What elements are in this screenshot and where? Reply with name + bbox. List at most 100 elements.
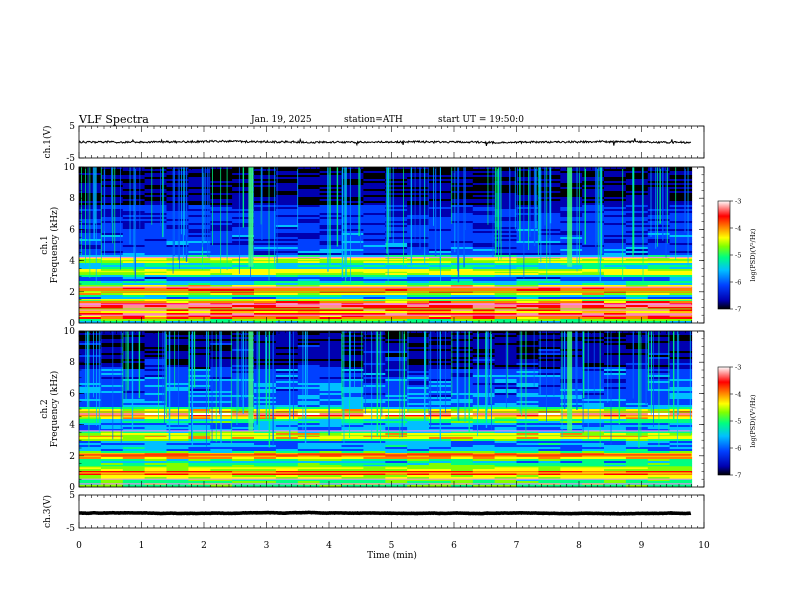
- spectrogram-cell: [450, 407, 474, 410]
- spectrogram-cell: [319, 451, 343, 454]
- spectrogram-cell: [625, 243, 649, 246]
- spectrogram-cell: [472, 357, 496, 360]
- spectrogram-cell: [363, 403, 386, 406]
- spectrogram-cell: [582, 251, 605, 254]
- spectrogram-cell: [494, 365, 518, 368]
- spectrogram-cell: [275, 309, 299, 312]
- spectrogram-cell: [144, 433, 168, 436]
- spectrogram-cell: [647, 293, 671, 296]
- spectrogram-cell: [647, 219, 671, 222]
- spectrogram-cell: [254, 207, 277, 210]
- spectrogram-cell: [560, 307, 583, 310]
- spectrogram-cell: [254, 479, 277, 482]
- spectrogram-cell: [319, 481, 343, 484]
- spectrogram-cell: [254, 389, 277, 392]
- spectrogram-cell: [363, 391, 386, 394]
- spectrogram-cell: [669, 225, 693, 228]
- spectrogram-cell: [538, 267, 561, 270]
- spectrogram-cell: [100, 231, 124, 234]
- spectrogram-cell: [275, 207, 299, 210]
- spectrogram-cell: [232, 231, 255, 234]
- spectrogram-cell: [363, 189, 386, 192]
- spectrogram-cell: [604, 297, 627, 300]
- spectrogram-cell: [122, 381, 146, 384]
- spectrogram-cell: [100, 409, 124, 412]
- spectrogram-cell: [472, 269, 496, 272]
- spectrogram-cell: [232, 271, 255, 274]
- spectrogram-cell: [79, 257, 102, 260]
- spectrogram-cell: [144, 263, 168, 266]
- spectrogram-cell: [516, 399, 539, 402]
- spectrogram-cell: [79, 341, 102, 344]
- spectrogram-cell: [254, 437, 277, 440]
- spectrogram-cell: [188, 237, 211, 240]
- spectrogram-cell: [669, 301, 693, 304]
- spectrogram-cell: [407, 207, 430, 210]
- spectrogram-cell: [472, 427, 496, 430]
- spectrogram-cell: [669, 237, 693, 240]
- spectrogram-cell: [341, 287, 364, 290]
- spectrogram-cell: [582, 189, 605, 192]
- spectrogram-cell: [407, 205, 430, 208]
- spectrogram-cell: [319, 255, 343, 258]
- spectrogram-cell: [472, 313, 496, 316]
- spectrogram-cell: [275, 211, 299, 214]
- spectrogram-cell: [625, 471, 649, 474]
- spectrogram-cell: [647, 469, 671, 472]
- spectrogram-cell: [188, 447, 211, 450]
- spectrogram-cell: [341, 205, 364, 208]
- spectrogram-cell: [669, 277, 693, 280]
- spectrogram-cell: [232, 233, 255, 236]
- spectrogram-cell: [450, 177, 474, 180]
- spectrogram-cell: [319, 401, 343, 404]
- spectrogram-cell: [254, 333, 277, 336]
- spectrogram-cell: [472, 423, 496, 426]
- spectrogram-cell: [407, 281, 430, 284]
- spectrogram-cell: [363, 227, 386, 230]
- spectrogram-cell: [297, 403, 321, 406]
- spectrogram-cell: [604, 295, 627, 298]
- spectrogram-cell: [516, 449, 539, 452]
- spectrogram-cell: [669, 253, 693, 256]
- spectrogram-cell: [538, 363, 561, 366]
- spectrogram-cell: [341, 167, 364, 170]
- spectrogram-cell: [429, 293, 452, 296]
- spectrogram-cell: [582, 463, 605, 466]
- spectrogram-cell: [407, 369, 430, 372]
- spectrogram-cell: [494, 425, 518, 428]
- spectrogram-cell: [669, 241, 693, 244]
- spectrogram-cell: [582, 403, 605, 406]
- spectrogram-cell: [100, 279, 124, 282]
- spectrogram-cell: [450, 247, 474, 250]
- spectrogram-cell: [297, 435, 321, 438]
- spectrogram-cell: [385, 421, 408, 424]
- spectrogram-cell: [144, 247, 168, 250]
- y-tick-label: 8: [69, 194, 75, 204]
- spectrogram-cell: [669, 445, 693, 448]
- spectrogram-cell: [232, 433, 255, 436]
- spectrogram-cell: [407, 257, 430, 260]
- spectrogram-cell: [407, 437, 430, 440]
- spectrogram-cell: [538, 391, 561, 394]
- spectrogram-cell: [604, 319, 627, 322]
- spectrogram-cell: [319, 345, 343, 348]
- spectrogram-cell: [385, 335, 408, 338]
- spectrogram-cell: [144, 369, 168, 372]
- spectrogram-cell: [363, 187, 386, 190]
- spectrogram-cell: [385, 195, 408, 198]
- spectrogram-cell: [385, 241, 408, 244]
- spectrogram-cell: [297, 201, 321, 204]
- spectrogram-cell: [604, 187, 627, 190]
- spectrogram-cell: [494, 171, 518, 174]
- spectrogram-cell: [385, 213, 408, 216]
- spectrogram-cell: [319, 283, 343, 286]
- spectrogram-cell: [188, 335, 211, 338]
- spectrogram-cell: [407, 383, 430, 386]
- spectrogram-cell: [385, 339, 408, 342]
- spectrogram-cell: [625, 437, 649, 440]
- spectrogram-cell: [472, 359, 496, 362]
- spectrogram-cell: [472, 385, 496, 388]
- spectrogram-cell: [254, 353, 277, 356]
- spectrogram-cell: [363, 439, 386, 442]
- spectrogram-cell: [254, 295, 277, 298]
